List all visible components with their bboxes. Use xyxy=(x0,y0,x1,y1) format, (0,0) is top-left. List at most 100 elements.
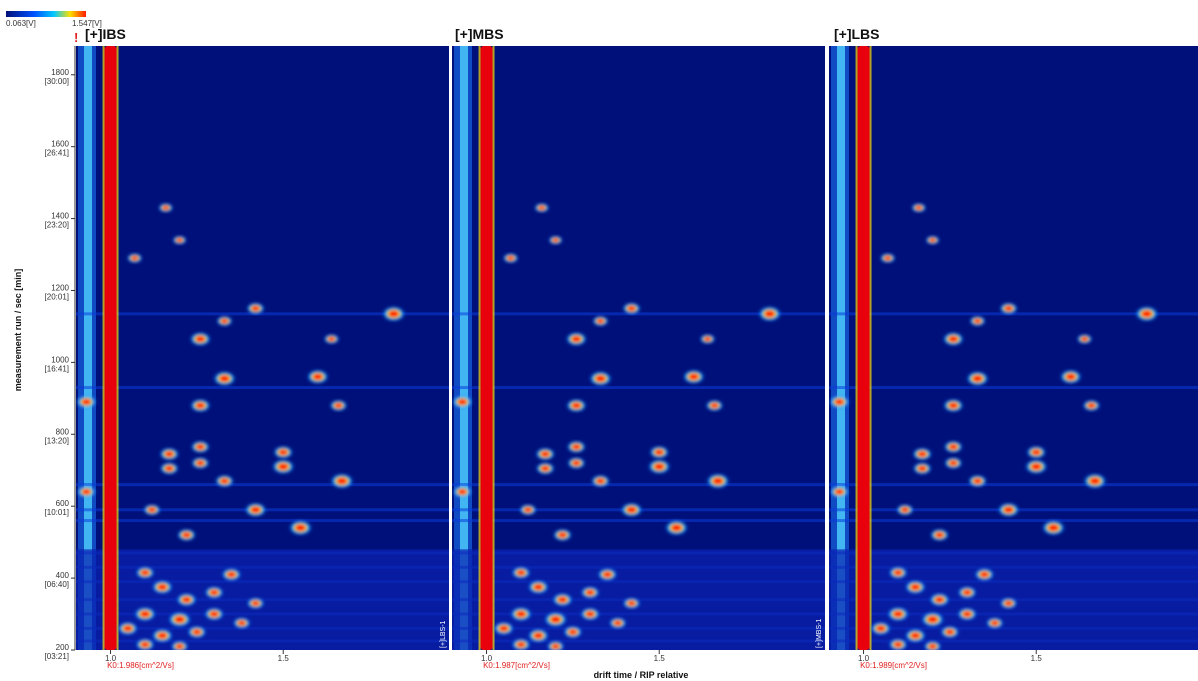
rip-halo xyxy=(869,46,872,650)
peak xyxy=(942,331,965,347)
x-axis: 1.0 1.5 1.0 1.5 1.0 1.5 xyxy=(105,650,1042,663)
peak xyxy=(452,394,473,409)
peak xyxy=(190,456,210,470)
peak xyxy=(323,333,340,345)
peak xyxy=(329,473,354,490)
retention-streak xyxy=(76,519,449,523)
retention-streak xyxy=(76,386,449,390)
peak xyxy=(189,398,211,413)
y-axis: 200[03:21] 400[06:40] 600[10:01] 800[13:20]… xyxy=(45,46,76,661)
peak xyxy=(535,461,556,475)
peak xyxy=(923,640,942,650)
x-axis-label: drift time / RIP relative xyxy=(594,670,689,680)
peak xyxy=(904,628,927,643)
retention-streak xyxy=(829,386,1198,390)
peak xyxy=(546,640,565,650)
peak xyxy=(167,611,192,628)
peak xyxy=(151,579,174,595)
peak xyxy=(190,440,211,454)
peak xyxy=(244,502,267,518)
peak xyxy=(548,235,564,245)
peak xyxy=(1076,333,1093,345)
peak xyxy=(565,331,588,347)
peak xyxy=(920,611,945,628)
peak xyxy=(942,398,964,413)
rip-halo xyxy=(855,46,858,650)
peak xyxy=(895,503,915,516)
peak xyxy=(939,625,960,639)
peak xyxy=(757,305,782,322)
panels: K0:1.986[cm^2/Vs] [+]LBS-1 K0:1.987[cm^2/V… xyxy=(76,46,1198,670)
peak xyxy=(176,528,197,542)
peak xyxy=(879,252,896,264)
y-tick-label: 1400 xyxy=(51,212,69,221)
peak xyxy=(910,202,927,213)
peak xyxy=(580,585,601,599)
peak xyxy=(929,528,950,542)
x-tick-label: 1.5 xyxy=(1031,654,1043,663)
peak xyxy=(518,503,538,516)
y-tick-label: 1000 xyxy=(51,355,69,364)
peak xyxy=(76,394,97,409)
y-tick-label: 800 xyxy=(56,427,70,436)
peak xyxy=(189,331,212,347)
peak xyxy=(175,592,198,607)
peak xyxy=(246,302,266,315)
y-tick-label: 600 xyxy=(56,499,70,508)
peak xyxy=(1024,458,1048,475)
panel-title-mbs: [+]MBS xyxy=(455,26,504,42)
y-tick-label: 200 xyxy=(56,643,70,652)
peak xyxy=(664,519,689,536)
peak xyxy=(608,617,627,630)
peak xyxy=(957,585,978,599)
peak xyxy=(135,566,155,580)
peak xyxy=(829,394,850,409)
peak xyxy=(1041,519,1066,536)
peak xyxy=(543,611,568,628)
peak xyxy=(1059,369,1083,385)
peak xyxy=(705,473,730,490)
peak xyxy=(566,456,586,470)
peak xyxy=(622,302,642,315)
peak xyxy=(203,607,225,621)
peak xyxy=(214,474,235,488)
peak xyxy=(186,625,207,639)
peak xyxy=(271,458,295,475)
color-scale-min-label: 0.063[V] xyxy=(6,19,36,28)
peak xyxy=(956,607,978,621)
peak xyxy=(381,305,406,322)
peak xyxy=(965,370,990,387)
peak xyxy=(552,528,573,542)
peak xyxy=(943,440,964,454)
peak xyxy=(204,585,225,599)
panel-side-tag: [+]LBS-1 xyxy=(440,620,447,648)
rip-halo xyxy=(478,46,481,650)
peak xyxy=(527,628,550,643)
peak xyxy=(126,252,143,264)
peak xyxy=(551,592,574,607)
peak xyxy=(142,503,162,516)
peak xyxy=(925,235,941,245)
peak xyxy=(888,638,908,650)
peak xyxy=(232,617,251,630)
peak xyxy=(705,399,724,412)
peak xyxy=(985,617,1004,630)
y-tick-time: [23:20] xyxy=(45,221,69,230)
peak xyxy=(912,447,933,461)
peak xyxy=(288,519,313,536)
peak xyxy=(246,597,265,610)
y-tick-label: 1200 xyxy=(51,283,69,292)
peak xyxy=(943,456,963,470)
peak xyxy=(928,592,951,607)
y-tick-time: [10:01] xyxy=(45,508,69,517)
peak xyxy=(969,315,987,327)
peak xyxy=(527,579,550,595)
y-tick-time: [13:20] xyxy=(45,436,69,445)
peak xyxy=(159,447,180,461)
peak xyxy=(533,202,550,213)
peak xyxy=(647,458,671,475)
peak xyxy=(999,302,1019,315)
rip-halo xyxy=(116,46,119,650)
peak xyxy=(272,445,294,460)
retention-streak xyxy=(452,483,825,487)
